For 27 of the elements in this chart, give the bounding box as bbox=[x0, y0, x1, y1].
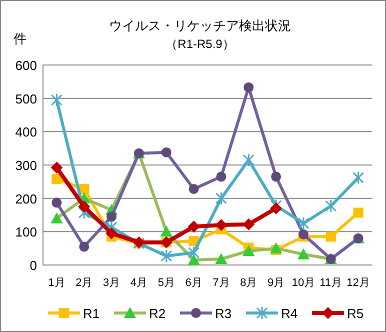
y-tick-label: 600 bbox=[15, 58, 37, 73]
x-tick-label: 10月 bbox=[292, 277, 316, 289]
x-tick-label: 2月 bbox=[76, 277, 93, 289]
x-tick-label: 8月 bbox=[240, 277, 258, 289]
y-tick-label: 100 bbox=[15, 224, 37, 240]
y-tick-label: 500 bbox=[15, 91, 37, 106]
x-tick-label: 3月 bbox=[102, 277, 120, 289]
x-tick-label: 6月 bbox=[185, 277, 202, 289]
x-tick-label: 9月 bbox=[267, 277, 285, 289]
x-tick-label: 12月 bbox=[346, 277, 370, 289]
y-axis-title: 件 bbox=[14, 31, 26, 46]
x-tick-label: 7月 bbox=[212, 277, 230, 289]
x-tick-label: 1月 bbox=[48, 277, 66, 289]
y-tick-label: 300 bbox=[15, 158, 37, 173]
x-tick-label: 5月 bbox=[158, 277, 175, 289]
legend-label: R4 bbox=[281, 306, 298, 321]
legend-label: R3 bbox=[215, 306, 232, 321]
y-tick-label: 200 bbox=[15, 191, 37, 206]
legend-label: R5 bbox=[347, 306, 364, 321]
chart-title: ウイルス・リケッチア検出状況 bbox=[109, 18, 291, 33]
legend-label: R1 bbox=[83, 306, 100, 321]
y-tick-label: 0 bbox=[30, 258, 37, 273]
chart-subtitle: （R1-R5.9） bbox=[166, 37, 234, 51]
x-tick-label: 11月 bbox=[320, 277, 342, 289]
x-tick-label: 4月 bbox=[130, 277, 148, 289]
y-tick-label: 400 bbox=[15, 124, 37, 140]
legend-label: R2 bbox=[149, 306, 166, 321]
